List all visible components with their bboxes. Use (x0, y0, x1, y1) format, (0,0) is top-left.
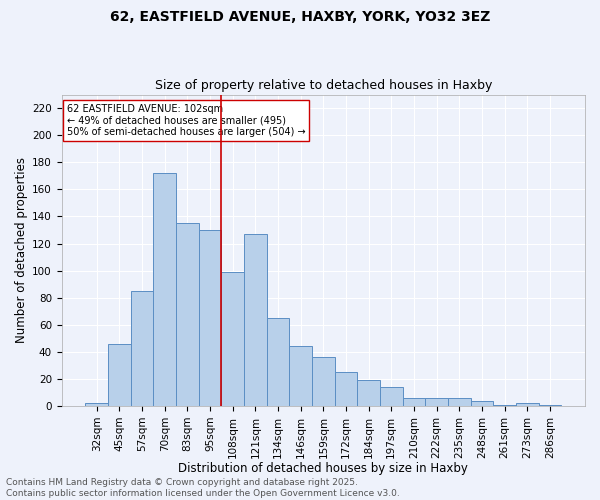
Bar (289, 346, 312, 406)
Bar (380, 387, 403, 406)
Bar (108, 344, 131, 406)
Bar (493, 404, 516, 406)
Text: Contains HM Land Registry data © Crown copyright and database right 2025.
Contai: Contains HM Land Registry data © Crown c… (6, 478, 400, 498)
Bar (539, 404, 561, 406)
Text: 62 EASTFIELD AVENUE: 102sqm
← 49% of detached houses are smaller (495)
50% of se: 62 EASTFIELD AVENUE: 102sqm ← 49% of det… (67, 104, 305, 137)
Bar (335, 372, 358, 406)
Y-axis label: Number of detached properties: Number of detached properties (15, 158, 28, 344)
Bar (312, 357, 335, 406)
Text: 62, EASTFIELD AVENUE, HAXBY, YORK, YO32 3EZ: 62, EASTFIELD AVENUE, HAXBY, YORK, YO32 … (110, 10, 490, 24)
Bar (266, 318, 289, 406)
Bar (425, 398, 448, 406)
Bar (470, 400, 493, 406)
Bar (154, 173, 176, 406)
Bar (131, 291, 154, 406)
X-axis label: Distribution of detached houses by size in Haxby: Distribution of detached houses by size … (178, 462, 468, 475)
Bar (199, 230, 221, 406)
Bar (176, 223, 199, 406)
Bar (403, 398, 425, 406)
Bar (221, 272, 244, 406)
Bar (516, 404, 539, 406)
Bar (244, 234, 266, 406)
Title: Size of property relative to detached houses in Haxby: Size of property relative to detached ho… (155, 79, 492, 92)
Bar (448, 398, 470, 406)
Bar (85, 404, 108, 406)
Bar (358, 380, 380, 406)
